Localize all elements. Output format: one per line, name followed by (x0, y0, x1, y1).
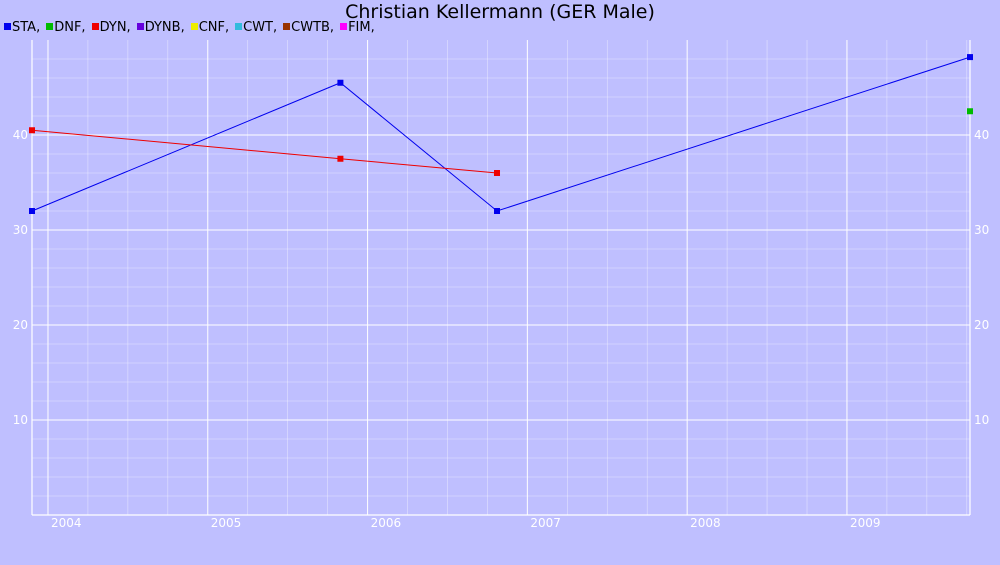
legend-swatch (235, 23, 243, 30)
legend-swatch (46, 23, 54, 30)
legend-item: DYNB, (136, 20, 185, 36)
y-tick-label-left: 30 (13, 223, 28, 237)
x-tick-label: 2009 (850, 516, 881, 530)
legend-label: DYN, (99, 20, 131, 35)
y-tick-label-right: 40 (974, 128, 989, 142)
data-point-sta (967, 54, 973, 61)
data-point-sta (337, 79, 344, 86)
grid (32, 40, 970, 515)
legend-item: CWT, (235, 20, 277, 36)
y-tick-label-right: 20 (974, 318, 989, 332)
tick-labels: 2004 2005 2006 2007 2008 2009 10 10 20 20 30 30 40 40 (13, 128, 990, 530)
legend-label: CWTB, (291, 20, 335, 35)
data-point-sta (29, 208, 35, 214)
series-layer (29, 54, 973, 214)
legend-swatch (190, 23, 198, 30)
x-tick-label: 2004 (51, 516, 82, 530)
data-point-dyn (29, 127, 35, 134)
data-point-dnf (967, 108, 973, 115)
y-tick-label-right: 10 (974, 413, 989, 427)
legend-swatch (91, 23, 99, 30)
series-line-sta (31, 56, 971, 212)
legend-item: CWTB, (283, 20, 334, 36)
y-tick-label-left: 40 (13, 128, 28, 142)
x-tick-label: 2005 (211, 516, 242, 530)
data-point-sta (494, 208, 501, 214)
legend-label: FIM, (348, 20, 375, 35)
chart-title: Christian Kellermann (GER Male) (345, 1, 655, 23)
data-point-dyn (494, 170, 501, 176)
legend-swatch (4, 23, 11, 30)
legend-swatch (136, 23, 144, 30)
data-point-dyn (337, 155, 344, 162)
legend-item: FIM, (340, 20, 375, 36)
legend-swatch (283, 23, 291, 30)
legend-label: STA, (12, 20, 41, 35)
y-tick-label-right: 30 (974, 223, 989, 237)
legend-item: STA, (4, 20, 40, 36)
x-tick-label: 2007 (530, 516, 561, 530)
legend-label: CWT, (243, 20, 278, 35)
legend-label: DNF, (54, 20, 86, 35)
legend-label: DYNB, (144, 20, 185, 35)
y-tick-label-left: 20 (13, 318, 28, 332)
legend-label: CNF, (198, 20, 230, 35)
y-tick-label-left: 10 (13, 413, 28, 427)
legend: STA, DNF, DYN, DYNB, CNF, CWT, CWTB, FIM, (4, 20, 381, 36)
x-tick-label: 2008 (690, 516, 721, 530)
legend-item: DNF, (46, 20, 86, 36)
axes (31, 40, 971, 516)
legend-item: DYN, (91, 20, 131, 36)
legend-swatch (340, 23, 348, 30)
legend-item: CNF, (190, 20, 230, 36)
x-tick-label: 2006 (371, 516, 402, 530)
series-line-dyn (31, 129, 498, 174)
